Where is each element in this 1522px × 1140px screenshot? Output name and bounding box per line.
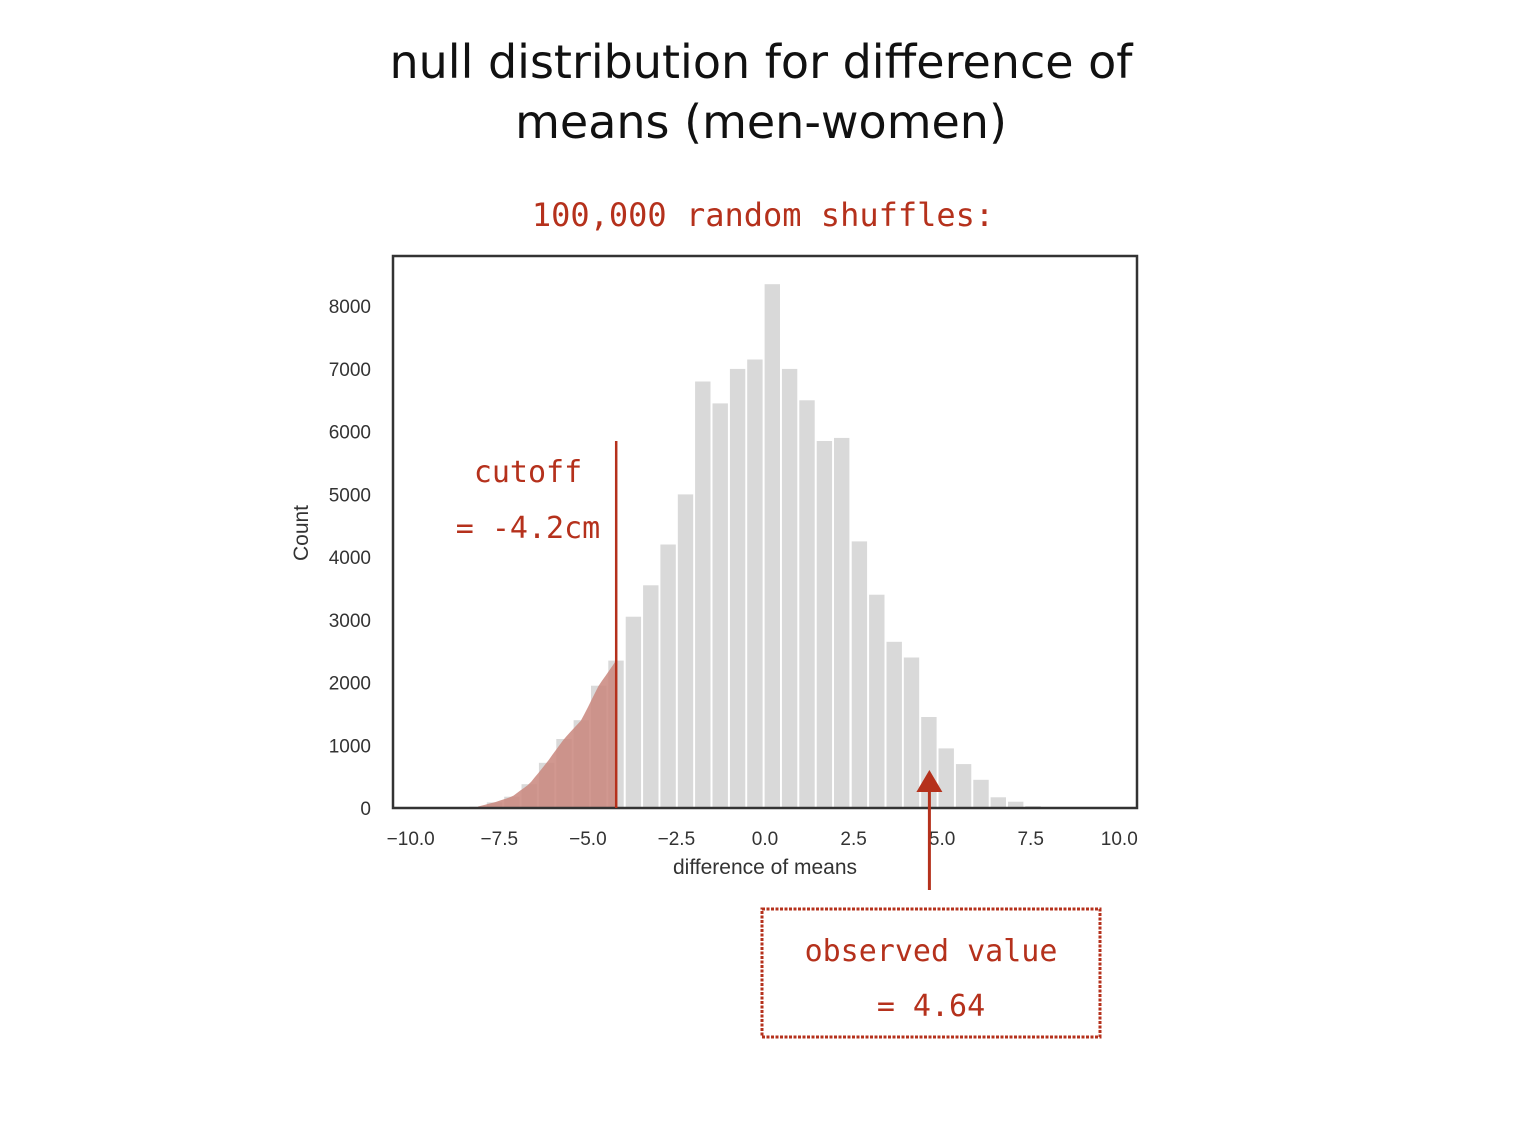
x-tick-label: −7.5 [481, 829, 519, 850]
histogram-bar [869, 594, 885, 808]
histogram-bar [625, 616, 642, 808]
histogram-bar [973, 779, 989, 808]
histogram-bar [729, 368, 746, 808]
cutoff-label-line-1: cutoff [474, 455, 582, 490]
histogram-bar [781, 368, 798, 808]
slide-title: null distribution for difference of mean… [0, 32, 1522, 152]
histogram-bar [747, 359, 763, 808]
histogram-bars [469, 284, 1041, 808]
observed-label-line-1: observed value [805, 934, 1058, 969]
y-tick-label: 2000 [329, 674, 371, 695]
observed-arrow-head [916, 770, 943, 792]
histogram-bar [834, 437, 850, 808]
y-tick-label: 6000 [329, 423, 371, 444]
histogram-bar [677, 494, 694, 808]
observed-value-box [760, 907, 1102, 1039]
observed-label-line-2: = 4.64 [877, 989, 985, 1024]
histogram-bar [955, 764, 972, 808]
y-axis-label: Count [290, 505, 313, 561]
histogram-bar [799, 400, 815, 808]
x-tick-label: 10.0 [1101, 829, 1138, 850]
y-tick-label: 8000 [329, 297, 371, 318]
slide-title-line-1: null distribution for difference of [389, 35, 1133, 89]
x-tick-label: −10.0 [387, 829, 435, 850]
cutoff-label-line-2: = -4.2cm [456, 511, 601, 546]
x-tick-label: 7.5 [1017, 829, 1043, 850]
x-tick-label: 2.5 [840, 829, 866, 850]
histogram-bar [851, 541, 868, 808]
x-tick-label: 5.0 [929, 829, 955, 850]
y-tick-label: 1000 [329, 736, 371, 757]
y-tick-label: 0 [360, 799, 371, 820]
slide-title-line-2: means (men-women) [515, 95, 1007, 149]
histogram-bar [764, 284, 780, 808]
histogram-bar [816, 441, 833, 808]
histogram-bar [643, 585, 659, 808]
y-tick-label: 7000 [329, 360, 371, 381]
plot-frame [391, 254, 1139, 810]
y-tick-labels: 0 1000 2000 3000 4000 5000 6000 7000 8000 [329, 297, 371, 820]
histogram-bar [660, 544, 676, 808]
shuffles-annotation: 100,000 random shuffles: [532, 196, 994, 234]
y-tick-label: 3000 [329, 611, 371, 632]
histogram-bar [886, 641, 902, 808]
histogram-bar [903, 657, 920, 808]
histogram-bar [712, 403, 728, 808]
x-tick-label: −5.0 [569, 829, 607, 850]
x-tick-labels: −10.0 −7.5 −5.0 −2.5 0.0 2.5 5.0 7.5 10.0 [387, 829, 1138, 850]
x-axis-label: difference of means [673, 856, 857, 879]
x-tick-label: 0.0 [752, 829, 778, 850]
histogram-bar [990, 797, 1006, 808]
histogram-bar [695, 381, 711, 808]
y-tick-label: 5000 [329, 485, 371, 506]
histogram-bar [938, 748, 954, 808]
tail-area-shading [478, 660, 617, 808]
histogram-bar [1008, 801, 1024, 808]
x-tick-label: −2.5 [658, 829, 696, 850]
y-tick-label: 4000 [329, 548, 371, 569]
